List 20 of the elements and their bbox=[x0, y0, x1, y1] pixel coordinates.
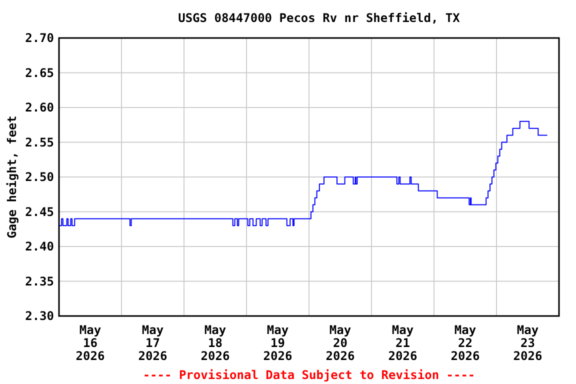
x-tick-label: May 16 2026 bbox=[76, 323, 105, 363]
y-tick-label: 2.65 bbox=[25, 66, 54, 80]
x-tick-label: May 23 2026 bbox=[513, 323, 542, 363]
y-tick-label: 2.35 bbox=[25, 274, 54, 288]
x-tick-label: May 19 2026 bbox=[263, 323, 292, 363]
y-tick-label: 2.60 bbox=[25, 100, 54, 115]
text: ---- Provisional Data Subject to Revision ---- bbox=[142, 368, 476, 382]
x-tick-label: May 18 2026 bbox=[200, 323, 230, 363]
y-tick-label: 2.55 bbox=[25, 135, 54, 150]
x-tick-label: May 22 2026 bbox=[450, 323, 480, 363]
y-tick-label: 2.70 bbox=[25, 31, 54, 46]
y-tick-label: 2.50 bbox=[25, 170, 54, 184]
x-tick-label: May 20 2026 bbox=[326, 323, 355, 363]
y-tick-label: 2.30 bbox=[25, 309, 54, 324]
chart-title: USGS 08447000 Pecos Rv nr Sheffield, TX bbox=[178, 11, 461, 25]
y-tick-label: 2.40 bbox=[25, 240, 54, 254]
y-tick-label: 2.45 bbox=[25, 204, 54, 219]
x-tick-label: May 17 2026 bbox=[138, 323, 168, 363]
x-tick-label: May 21 2026 bbox=[388, 323, 418, 363]
y-axis-title: Gage height, feet bbox=[5, 116, 19, 238]
